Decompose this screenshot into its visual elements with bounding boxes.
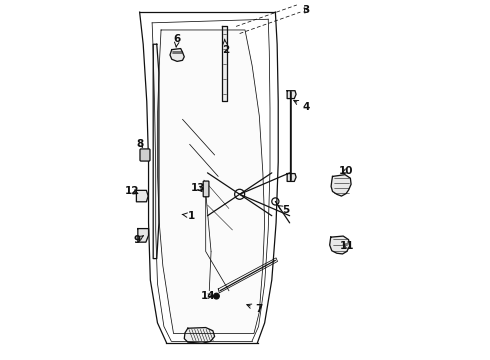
- Circle shape: [214, 293, 220, 299]
- Text: 2: 2: [222, 39, 229, 55]
- Text: 4: 4: [294, 100, 309, 112]
- Polygon shape: [170, 49, 184, 62]
- Text: 14: 14: [201, 291, 216, 301]
- FancyBboxPatch shape: [140, 149, 150, 161]
- Text: 6: 6: [173, 34, 181, 47]
- Polygon shape: [222, 26, 227, 102]
- FancyBboxPatch shape: [203, 181, 209, 197]
- Text: 7: 7: [247, 304, 263, 314]
- Polygon shape: [138, 229, 148, 242]
- Polygon shape: [287, 91, 296, 99]
- Polygon shape: [157, 30, 265, 334]
- Polygon shape: [153, 44, 159, 258]
- Text: 8: 8: [137, 139, 144, 149]
- Polygon shape: [136, 190, 148, 202]
- Text: 11: 11: [340, 241, 355, 251]
- Text: 9: 9: [133, 235, 143, 245]
- Polygon shape: [331, 175, 351, 196]
- Polygon shape: [330, 236, 350, 254]
- Polygon shape: [184, 328, 215, 343]
- Text: 10: 10: [339, 166, 353, 176]
- Polygon shape: [287, 174, 296, 181]
- Text: 1: 1: [182, 211, 195, 221]
- Text: 13: 13: [191, 183, 206, 193]
- Text: 5: 5: [278, 205, 289, 215]
- Text: 3: 3: [302, 5, 309, 15]
- Text: 12: 12: [125, 186, 140, 197]
